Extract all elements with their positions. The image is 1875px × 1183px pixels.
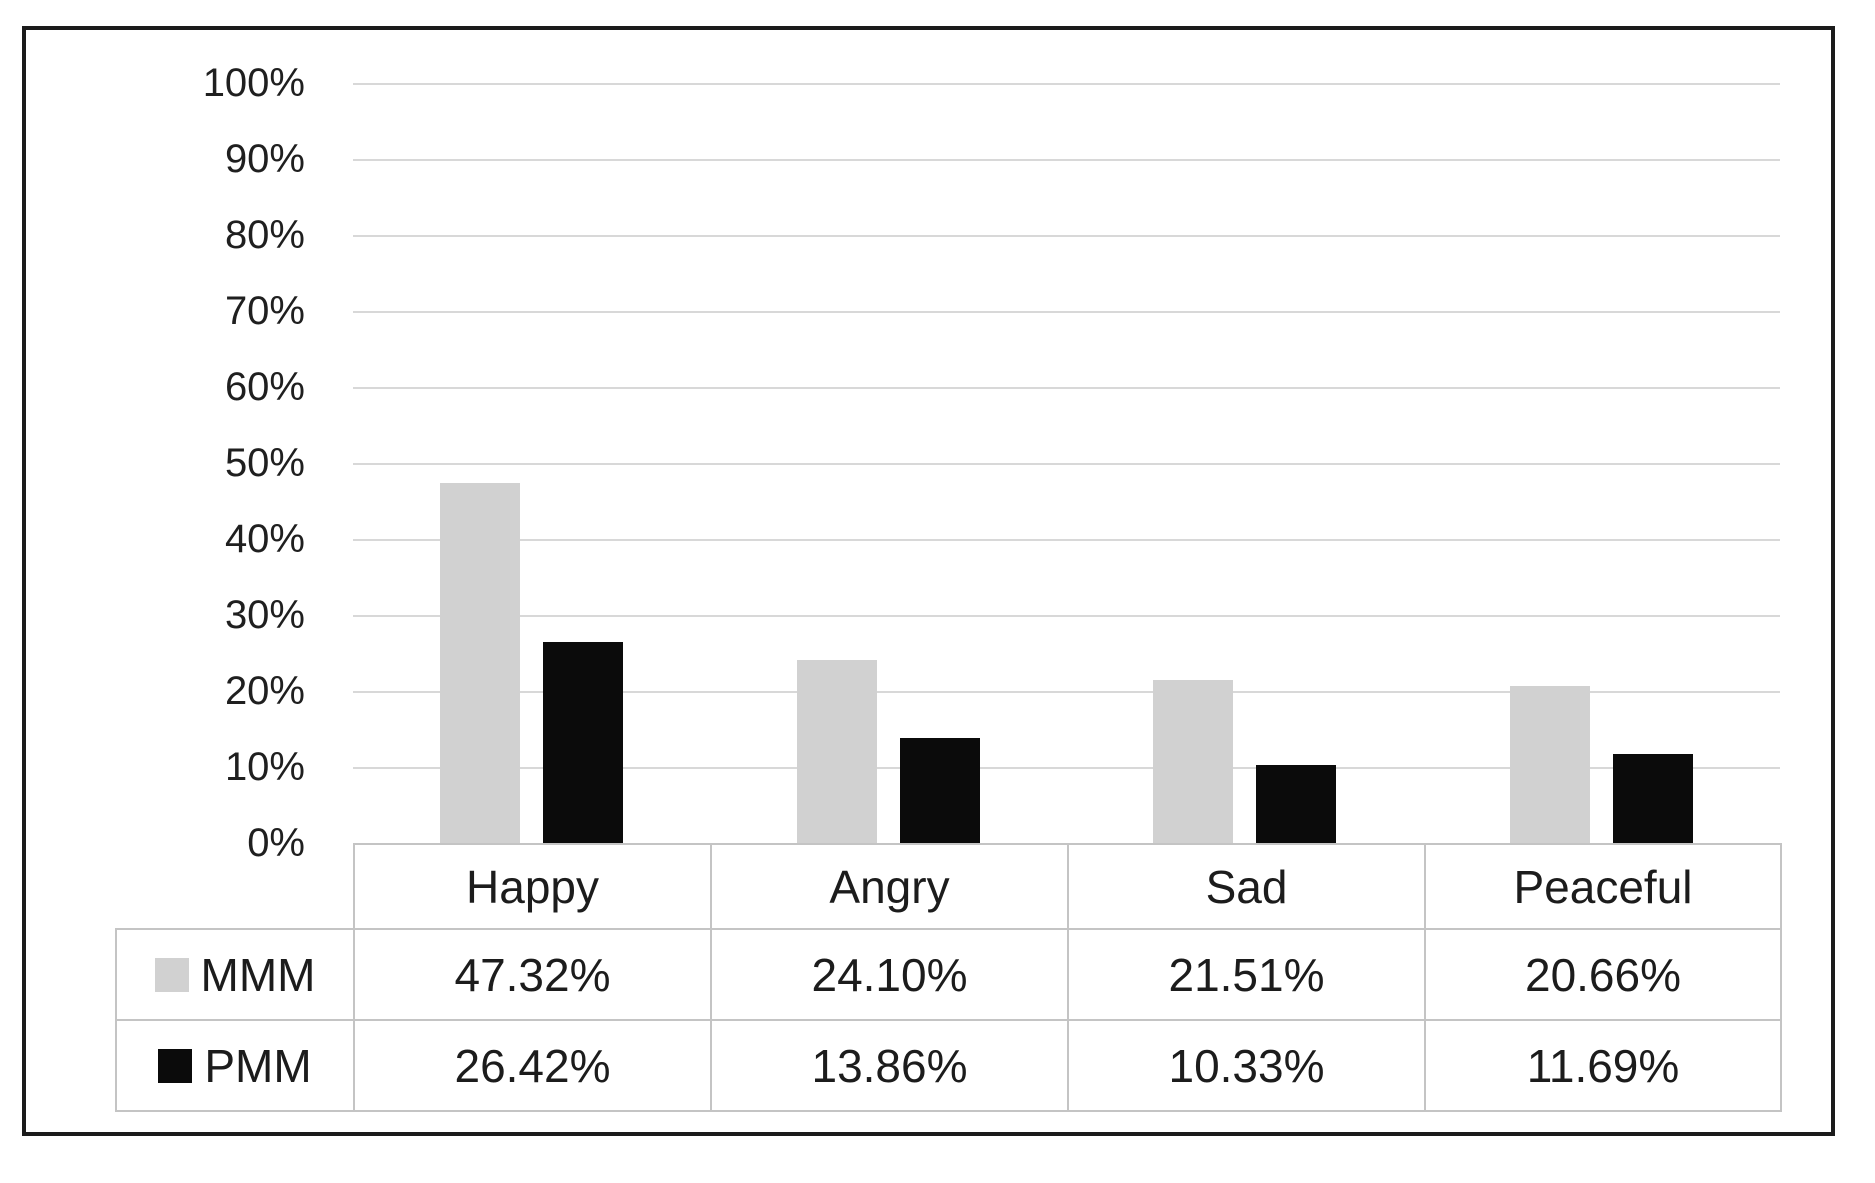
y-axis-tick-label: 10% [224, 745, 305, 789]
legend-label-pmm: PMM [204, 1039, 312, 1092]
category-header-happy: Happy [353, 843, 712, 930]
value-cell-pmm-angry: 13.86% [710, 1019, 1069, 1112]
category-group-peaceful [1423, 83, 1780, 843]
value-cell-mmm-sad: 21.51% [1067, 928, 1426, 1021]
bar-mmm-angry [796, 659, 877, 843]
bar-pmm-sad [1256, 764, 1337, 843]
gridline [353, 159, 1780, 161]
bar-pmm-happy [542, 642, 623, 843]
data-table: Happy Angry Sad Peaceful MMM 47.32% 24.10% 21.5… [115, 843, 1782, 1112]
value-cell-pmm-happy: 26.42% [353, 1019, 712, 1112]
value-cell-pmm-sad: 10.33% [1067, 1019, 1426, 1112]
category-group-angry [710, 83, 1067, 843]
gridline [353, 615, 1780, 617]
category-group-happy [353, 83, 710, 843]
gridline [353, 539, 1780, 541]
gridline [353, 767, 1780, 769]
value-cell-pmm-peaceful: 11.69% [1424, 1019, 1782, 1112]
legend-swatch-mmm-icon [154, 957, 189, 992]
plot-area [353, 83, 1780, 843]
y-axis-tick-label: 0% [247, 821, 305, 865]
y-axis-tick-label: 20% [224, 669, 305, 713]
y-axis-tick-label: 60% [224, 365, 305, 409]
bar-pmm-angry [899, 737, 980, 843]
gridline [353, 463, 1780, 465]
category-header-angry: Angry [710, 843, 1069, 930]
bar-pmm-peaceful [1613, 754, 1694, 843]
legend-cell-mmm: MMM [115, 928, 355, 1021]
gridline [353, 235, 1780, 237]
legend-swatch-pmm-icon [158, 1048, 193, 1083]
gridline [353, 83, 1780, 85]
category-header-peaceful: Peaceful [1424, 843, 1782, 930]
legend-cell-pmm: PMM [115, 1019, 355, 1112]
bar-mmm-peaceful [1510, 685, 1591, 843]
y-axis-tick-label: 50% [224, 441, 305, 485]
y-axis-tick-label: 40% [224, 517, 305, 561]
y-axis-tick-label: 30% [224, 593, 305, 637]
value-cell-mmm-happy: 47.32% [353, 928, 712, 1021]
legend-label-mmm: MMM [200, 948, 316, 1001]
y-axis-tick-label: 80% [224, 213, 305, 257]
category-group-sad [1067, 83, 1424, 843]
gridline [353, 387, 1780, 389]
category-header-sad: Sad [1067, 843, 1426, 930]
y-axis: 100% 90% 80% 70% 60% 50% 40% 30% 20% 10% 0% [26, 30, 305, 1132]
value-cell-mmm-angry: 24.10% [710, 928, 1069, 1021]
y-axis-tick-label: 100% [202, 61, 305, 105]
y-axis-tick-label: 90% [224, 137, 305, 181]
gridline [353, 691, 1780, 693]
y-axis-tick-label: 70% [224, 289, 305, 333]
gridline [353, 311, 1780, 313]
bar-mmm-happy [439, 483, 520, 843]
chart-frame: 100% 90% 80% 70% 60% 50% 40% 30% 20% 10% 0% Happy A… [22, 26, 1835, 1136]
bar-mmm-sad [1153, 679, 1234, 843]
value-cell-mmm-peaceful: 20.66% [1424, 928, 1782, 1021]
table-corner-spacer [116, 844, 354, 929]
